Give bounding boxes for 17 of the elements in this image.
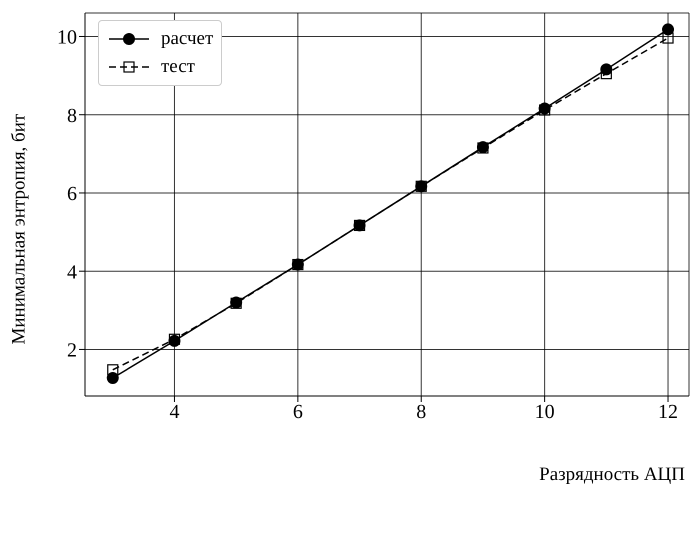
y-tick-label: 4 — [67, 261, 77, 284]
legend-label: тест — [161, 56, 195, 78]
y-axis-title: Минимальная энтропия, бит — [8, 113, 30, 344]
point — [662, 23, 674, 36]
legend-label: расчет — [161, 28, 214, 50]
y-tick-label: 8 — [67, 104, 77, 127]
x-tick-label: 8 — [416, 401, 426, 424]
x-axis-title: Разрядность АЦП — [539, 464, 686, 485]
x-tick-label: 12 — [658, 401, 678, 424]
y-tick-label: 10 — [57, 26, 77, 49]
point — [107, 364, 118, 376]
point — [662, 32, 674, 44]
x-tick-label: 6 — [292, 401, 303, 424]
x-tick-label: 10 — [534, 401, 555, 424]
y-tick-label: 6 — [67, 183, 77, 206]
x-tick-label: 4 — [169, 401, 180, 424]
y-tick-label: 2 — [67, 340, 77, 362]
